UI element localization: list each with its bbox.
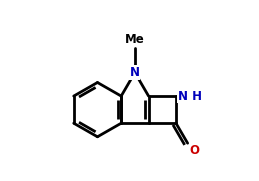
Text: Me: Me (125, 33, 145, 46)
Text: N H: N H (178, 90, 202, 103)
Text: O: O (190, 144, 200, 157)
Text: N: N (130, 66, 140, 79)
